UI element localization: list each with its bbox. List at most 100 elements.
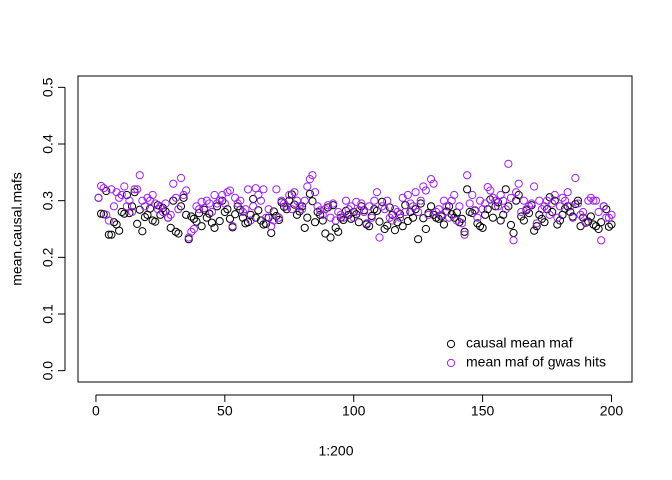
point: [228, 222, 237, 231]
point: [310, 218, 320, 227]
point: [339, 215, 348, 225]
x-tick-label: 50: [217, 403, 233, 419]
point: [117, 207, 126, 217]
point: [555, 202, 565, 211]
point: [594, 207, 603, 217]
point: [184, 235, 193, 244]
point: [94, 193, 103, 202]
point: [339, 213, 348, 222]
point: [135, 171, 144, 180]
point: [287, 205, 296, 214]
point: [579, 207, 588, 217]
point: [220, 207, 229, 217]
point: [274, 213, 284, 222]
point: [104, 230, 113, 239]
point: [130, 185, 139, 194]
point: [607, 220, 616, 229]
point: [109, 202, 119, 211]
point: [120, 209, 129, 218]
point: [331, 216, 340, 225]
point: [238, 207, 247, 217]
point: [509, 236, 518, 245]
point: [473, 219, 482, 228]
point: [158, 207, 168, 217]
point: [233, 199, 242, 208]
point: [581, 218, 590, 227]
point: [215, 216, 224, 226]
point: [187, 212, 196, 221]
point: [225, 214, 235, 223]
point: [310, 188, 320, 197]
point: [493, 202, 503, 211]
point: [519, 196, 528, 205]
point: [341, 196, 351, 205]
point: [377, 197, 387, 206]
point: [411, 205, 420, 214]
point: [194, 205, 204, 214]
point: [576, 210, 585, 219]
point: [429, 179, 438, 188]
point: [393, 218, 402, 227]
point: [532, 219, 541, 228]
point: [269, 207, 278, 216]
point: [359, 207, 369, 217]
point: [537, 205, 546, 214]
point: [243, 218, 253, 227]
point: [377, 202, 387, 211]
point: [133, 219, 142, 228]
point: [512, 188, 521, 197]
point: [148, 190, 157, 200]
point: [527, 199, 536, 208]
point: [365, 222, 374, 231]
point: [375, 233, 384, 242]
point: [372, 188, 382, 197]
point: [138, 227, 147, 236]
point: [251, 184, 260, 193]
point: [96, 181, 106, 191]
point: [548, 199, 557, 208]
point: [460, 227, 469, 236]
point: [120, 182, 129, 191]
point: [370, 196, 379, 205]
point: [398, 222, 407, 231]
point: [468, 190, 477, 200]
point: [414, 235, 423, 244]
y-tick-label: 0.5: [40, 77, 56, 97]
point: [396, 213, 405, 222]
point: [414, 207, 423, 217]
point: [437, 210, 446, 219]
point: [365, 202, 374, 211]
x-tick-label: 100: [342, 403, 366, 419]
point: [261, 213, 271, 222]
point: [207, 207, 217, 217]
point: [189, 214, 198, 223]
point: [589, 196, 598, 205]
point: [540, 218, 549, 227]
point: [457, 219, 467, 228]
point: [164, 213, 173, 222]
point: [220, 199, 229, 208]
point: [174, 229, 183, 238]
point: [236, 196, 245, 205]
point: [530, 226, 539, 235]
point: [416, 196, 425, 205]
point: [99, 184, 108, 193]
point: [334, 207, 343, 217]
point: [207, 218, 217, 227]
point: [179, 193, 188, 202]
point: [532, 222, 541, 231]
point: [591, 222, 601, 231]
point: [349, 213, 358, 222]
point: [450, 190, 459, 200]
point: [396, 210, 405, 219]
point: [584, 196, 593, 205]
point: [318, 216, 327, 225]
point: [264, 205, 273, 214]
point: [166, 210, 175, 219]
point: [197, 222, 206, 231]
point: [347, 202, 356, 211]
point: [259, 185, 268, 194]
point: [176, 202, 186, 211]
point: [424, 210, 433, 219]
point: [602, 205, 611, 214]
